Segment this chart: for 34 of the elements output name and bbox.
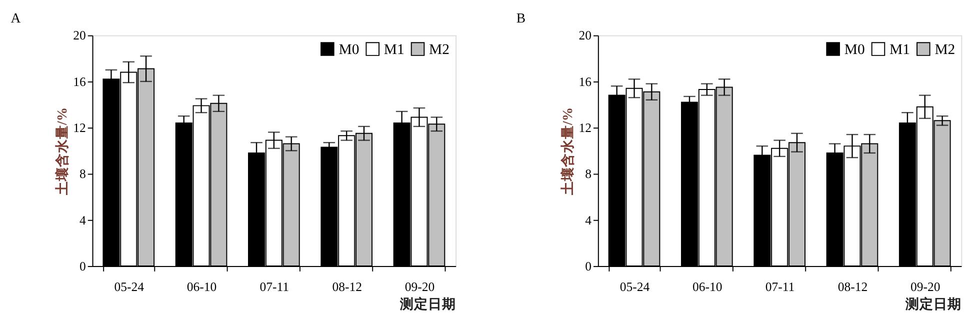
y-tick-label: 4 [80,213,87,228]
x-tick-label: 07-11 [260,280,290,294]
y-tick-label: 8 [585,167,592,182]
x-tick-label: 08-12 [332,280,362,294]
y-tick-label: 20 [578,28,592,43]
x-tick-label: 09-20 [910,280,940,294]
chart-title: A [10,10,21,26]
y-tick-label: 12 [73,121,86,136]
y-tick-label: 16 [73,74,86,89]
x-tick-label: 05-24 [114,280,145,294]
legend-label: M0 [338,42,360,58]
x-axis-title: 测定日期 [904,296,962,312]
legend-label: M0 [844,42,865,58]
y-tick-label: 16 [578,74,592,89]
x-tick-label: 06-10 [692,280,722,294]
y-tick-label: 0 [80,259,86,274]
legend-label: M1 [890,42,910,58]
y-tick-label: 12 [578,121,592,136]
y-tick-label: 4 [585,213,592,228]
y-axis-title: 土壤含水量/% [558,107,575,196]
legend-label: M1 [384,42,404,58]
y-tick-label: 20 [73,28,86,43]
x-tick-label: 07-11 [765,280,795,294]
x-axis-title: 测定日期 [399,296,456,312]
x-tick-label: 05-24 [620,280,650,294]
legend-label: M2 [429,42,450,58]
y-tick-label: 8 [80,167,86,182]
chart-title: B [516,10,526,26]
x-tick-label: 06-10 [186,280,217,294]
y-tick-label: 0 [585,259,592,274]
y-axis-title: 土壤含水量/% [53,107,70,196]
x-tick-label: 09-20 [404,280,435,294]
x-tick-label: 08-12 [838,280,868,294]
legend-label: M2 [934,42,956,58]
